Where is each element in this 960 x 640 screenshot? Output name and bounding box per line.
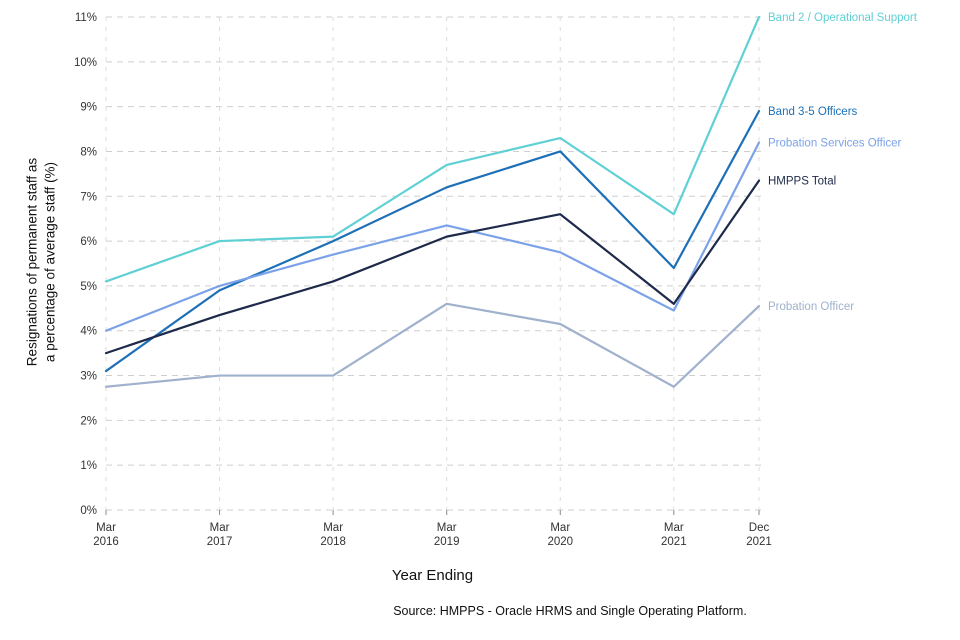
x-tick-label: Mar bbox=[437, 522, 457, 534]
y-tick-label: 3% bbox=[80, 371, 97, 383]
x-tick-label: Mar bbox=[550, 522, 570, 534]
x-tick-label: 2016 bbox=[93, 536, 119, 548]
x-tick-label: Dec bbox=[749, 522, 770, 534]
series-line bbox=[104, 179, 761, 355]
x-tick-label: Mar bbox=[323, 522, 343, 534]
y-tick-label: 2% bbox=[80, 415, 97, 427]
y-tick-label: 10% bbox=[74, 57, 97, 69]
y-tick-label: 6% bbox=[80, 236, 97, 248]
x-tick-label: 2019 bbox=[434, 536, 460, 548]
x-axis-label: Year Ending bbox=[391, 567, 474, 584]
y-tick-label: 8% bbox=[80, 146, 97, 158]
series-end-label: HMPPS Total bbox=[768, 176, 836, 188]
series-end-label: Band 2 / Operational Support bbox=[768, 12, 918, 24]
y-tick-label: 7% bbox=[80, 191, 97, 203]
series-end-label: Probation Services Officer bbox=[768, 137, 902, 149]
series-end-label: Band 3-5 Officers bbox=[768, 106, 858, 118]
x-tick-label: 2017 bbox=[207, 536, 233, 548]
x-tick-label: 2021 bbox=[661, 536, 687, 548]
y-tick-label: 1% bbox=[80, 460, 97, 472]
y-tick-label: 5% bbox=[80, 281, 97, 293]
x-tick-label: 2020 bbox=[547, 536, 573, 548]
series-line bbox=[104, 302, 761, 388]
x-tick-label: Mar bbox=[96, 522, 116, 534]
series-line bbox=[104, 15, 761, 283]
source-note: Source: HMPPS - Oracle HRMS and Single O… bbox=[393, 604, 747, 618]
series-line bbox=[104, 141, 761, 332]
y-tick-label: 11% bbox=[75, 12, 97, 24]
y-tick-label: 9% bbox=[80, 102, 97, 114]
series-line bbox=[104, 110, 761, 373]
x-tick-label: 2018 bbox=[320, 536, 346, 548]
y-tick-label: 4% bbox=[80, 326, 97, 338]
x-tick-label: 2021 bbox=[746, 536, 772, 548]
line-chart: 0% 1% 2% 3% 4% 5% 6% 7% 8% 9% 10% 11% Mar 2016 Mar 2017… bbox=[74, 12, 918, 548]
series-end-label: Probation Officer bbox=[768, 301, 854, 313]
x-tick-label: Mar bbox=[210, 522, 230, 534]
x-tick-label: Mar bbox=[664, 522, 684, 534]
y-tick-label: 0% bbox=[80, 505, 97, 517]
